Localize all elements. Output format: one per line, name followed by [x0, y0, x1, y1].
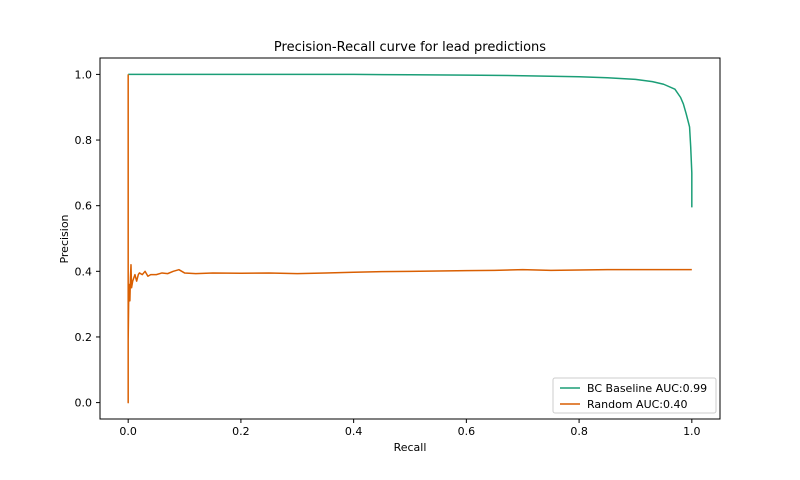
y-tick-label: 0.8	[75, 134, 93, 147]
x-axis-ticks: 0.0 0.2 0.4 0.6 0.8 1.0	[119, 419, 701, 438]
x-tick-label: 0.8	[570, 425, 588, 438]
x-tick-label: 0.6	[458, 425, 476, 438]
y-axis-label: Precision	[58, 214, 71, 263]
x-tick-label: 0.2	[232, 425, 250, 438]
y-tick-label: 1.0	[75, 68, 93, 81]
series-line-1	[127, 74, 692, 404]
y-tick-label: 0.2	[75, 331, 93, 344]
legend-label: Random AUC:0.40	[587, 398, 688, 411]
legend-label: BC Baseline AUC:0.99	[587, 382, 707, 395]
y-tick-label: 0.4	[75, 265, 93, 278]
x-tick-label: 0.4	[345, 425, 363, 438]
y-tick-label: 0.6	[75, 200, 93, 213]
x-axis-label: Recall	[394, 441, 427, 454]
legend: BC Baseline AUC:0.99 Random AUC:0.40	[552, 377, 717, 414]
chart-title: Precision-Recall curve for lead predicti…	[274, 40, 546, 55]
x-tick-label: 1.0	[683, 425, 701, 438]
series-lines	[127, 73, 693, 404]
plot-area	[99, 57, 721, 420]
y-axis-ticks: 0.0 0.2 0.4 0.6 0.8 1.0	[75, 68, 100, 410]
series-line-0	[128, 73, 693, 208]
legend-box	[552, 377, 717, 414]
y-tick-label: 0.0	[75, 397, 93, 410]
x-tick-label: 0.0	[119, 425, 137, 438]
